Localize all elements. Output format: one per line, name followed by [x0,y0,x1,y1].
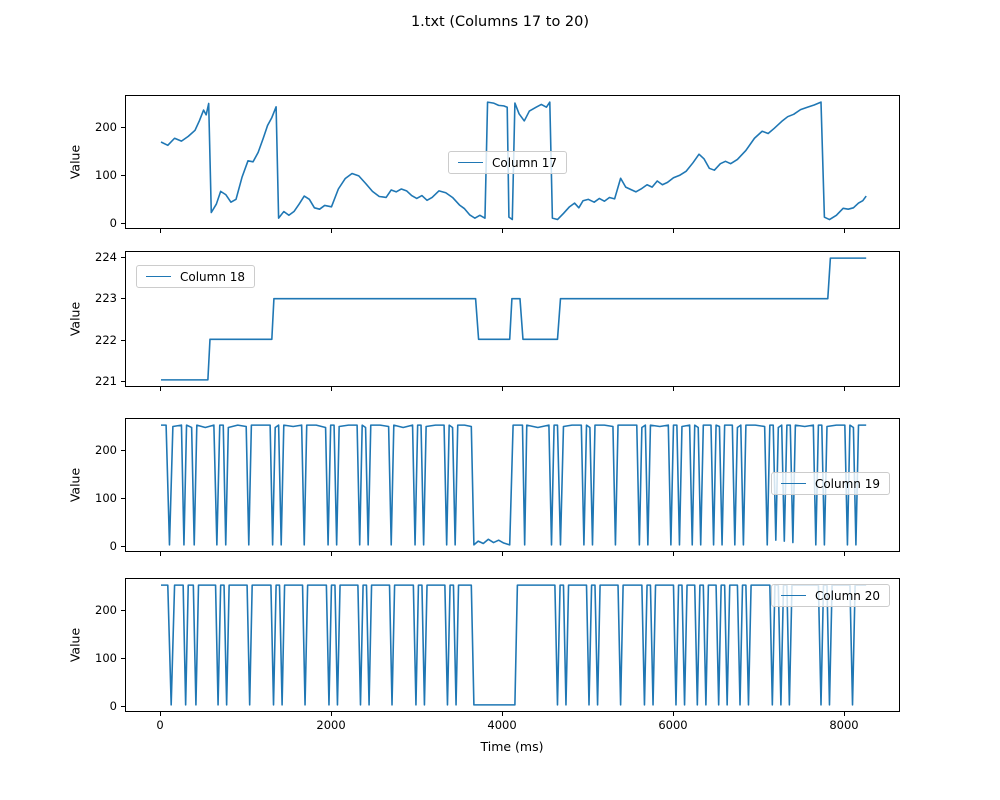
y-axis-label-1: Value [67,144,83,180]
x-tick-mark [844,552,845,556]
x-tick-label: 8000 [829,718,859,732]
x-tick-mark [673,229,674,233]
legend-label: Column 19 [814,476,880,491]
x-tick-label: 6000 [658,718,688,732]
y-tick-mark [121,610,125,612]
x-tick-mark [331,712,333,716]
y-tick-label: 224 [95,250,117,265]
y-tick-mark [121,127,125,129]
y-tick-mark [121,257,125,259]
x-axis-label: Time (ms) [480,739,544,754]
legend-line-sample [458,162,483,163]
x-tick-mark [844,387,845,391]
y-tick-label: 200 [95,603,117,618]
x-tick-mark [502,712,504,716]
y-tick-mark [121,498,125,500]
y-tick-mark [121,380,125,382]
y-tick-label: 200 [95,443,117,458]
x-tick-label: 0 [156,718,164,732]
x-tick-mark [160,387,162,391]
x-tick-mark [160,712,162,716]
x-tick-label: 2000 [316,718,346,732]
y-tick-label: 0 [109,538,117,553]
y-tick-mark [121,175,125,177]
y-tick-label: 200 [95,120,117,135]
subplot-column-20: Column 20 [125,578,900,712]
x-tick-mark [673,387,674,391]
y-axis-label-3: Value [67,467,83,503]
y-tick-label: 222 [95,332,117,347]
x-tick-mark [844,229,845,233]
x-tick-mark [160,552,162,556]
legend-column-18: Column 18 [136,265,256,288]
figure-title: 1.txt (Columns 17 to 20) [410,14,590,30]
legend-label: Column 17 [492,155,558,170]
x-tick-label: 4000 [487,718,517,732]
y-tick-label: 0 [109,698,117,713]
series-line-column-19 [161,424,867,546]
x-tick-mark [160,229,162,233]
line-plot-column-18 [161,257,867,381]
subplot-column-18: Column 18 [125,251,900,387]
series-line-column-18 [161,257,867,381]
y-tick-label: 100 [95,491,117,506]
x-tick-mark [502,229,504,233]
y-tick-label: 0 [109,215,117,230]
x-tick-mark [673,712,674,716]
x-tick-mark [331,229,333,233]
y-tick-mark [121,222,125,224]
subplot-column-17: Column 17 [125,95,900,229]
y-tick-mark [121,545,125,547]
y-tick-label: 223 [95,291,117,306]
legend-column-19: Column 19 [770,472,890,495]
y-tick-mark [121,658,125,660]
x-tick-mark [331,552,333,556]
series-line-column-20 [161,584,867,706]
y-axis-label-2: Value [67,301,83,337]
legend-column-20: Column 20 [770,584,890,607]
legend-line-sample [780,595,806,596]
y-tick-label: 221 [95,373,117,388]
x-tick-mark [502,387,504,391]
y-tick-label: 100 [95,651,117,666]
legend-label: Column 20 [814,588,880,603]
legend-column-17: Column 17 [448,151,568,174]
legend-label: Column 18 [180,269,246,284]
x-tick-mark [502,552,504,556]
y-tick-label: 100 [95,168,117,183]
x-tick-mark [844,712,845,716]
line-plot-column-19 [161,424,867,546]
legend-line-sample [780,483,806,484]
y-tick-mark [121,298,125,300]
y-axis-label-4: Value [67,627,83,663]
subplot-column-19: Column 19 [125,418,900,552]
y-tick-mark [121,705,125,707]
line-plot-column-20 [161,584,867,706]
x-tick-mark [331,387,333,391]
y-tick-mark [121,339,125,341]
x-tick-mark [673,552,674,556]
y-tick-mark [121,450,125,452]
legend-line-sample [146,276,171,277]
